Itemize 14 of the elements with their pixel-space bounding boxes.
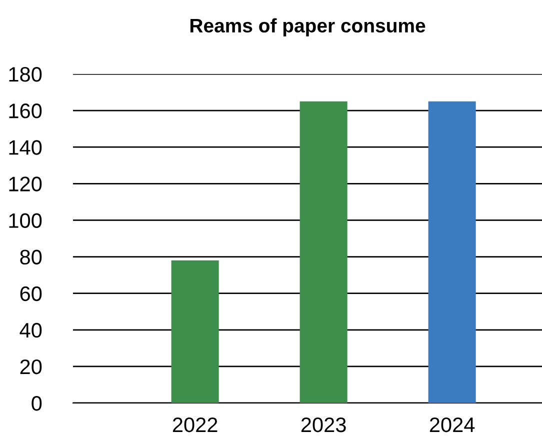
y-tick-label: 180 bbox=[9, 67, 42, 82]
x-tick-label: 2022 bbox=[172, 417, 218, 432]
y-tick-label: 40 bbox=[20, 322, 42, 338]
x-tick-label: 2023 bbox=[301, 417, 346, 432]
y-tick-label: 60 bbox=[20, 286, 42, 302]
chart-title: Reams of paper consume bbox=[190, 18, 426, 36]
y-tick-label: 140 bbox=[9, 140, 42, 155]
x-tick-label: 2024 bbox=[430, 417, 475, 432]
y-tick-label: 160 bbox=[9, 104, 42, 118]
y-tick-label: 100 bbox=[9, 213, 42, 228]
y-tick-label: 20 bbox=[20, 359, 42, 374]
y-tick-label: 120 bbox=[9, 176, 42, 192]
y-tick-label: 80 bbox=[20, 250, 42, 265]
y-tick-label: 0 bbox=[32, 396, 42, 411]
